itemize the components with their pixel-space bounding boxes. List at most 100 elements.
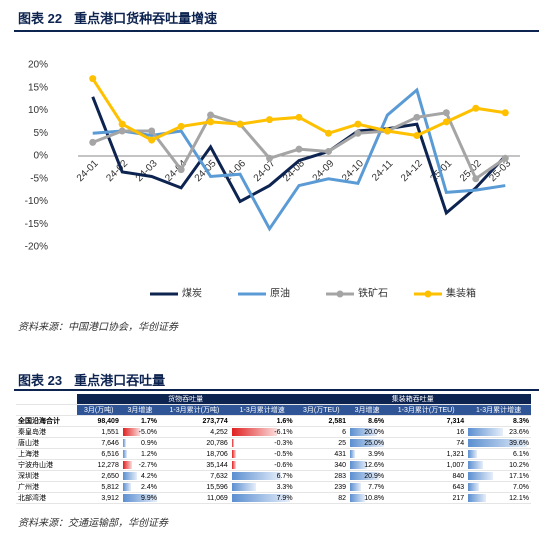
row-name: 上海港 bbox=[16, 448, 77, 460]
data-bar bbox=[122, 472, 138, 480]
row-name: 秦皇岛港 bbox=[16, 426, 77, 438]
table-row: 广州港 5,812 2.4% 15,596 3.3% 239 7.7% 643 7.0% bbox=[16, 481, 531, 493]
cell-text: -5.0% bbox=[138, 428, 157, 436]
cell: 12,278 bbox=[76, 459, 121, 471]
point bbox=[118, 120, 126, 128]
cell: 5,812 bbox=[76, 481, 121, 493]
figure-label: 图表 23 bbox=[18, 373, 63, 388]
cell: 25 bbox=[294, 437, 349, 449]
cell: 7,314 bbox=[386, 415, 467, 427]
cell: 1,007 bbox=[386, 459, 467, 471]
data-bar bbox=[350, 483, 361, 491]
point bbox=[177, 122, 185, 130]
cell: 340 bbox=[294, 459, 349, 471]
cell-text: -2.7% bbox=[138, 461, 157, 469]
data-bar bbox=[350, 439, 385, 447]
cell-text: -0.6% bbox=[274, 461, 293, 469]
source: 资料来源：交通运输部，华创证券 bbox=[18, 518, 168, 529]
cell-text: 3.3% bbox=[276, 483, 293, 491]
data-bar bbox=[231, 461, 237, 469]
x-tick-label: 24-01 bbox=[75, 158, 101, 184]
cell: 7.9% bbox=[229, 492, 295, 504]
data-bar bbox=[122, 428, 141, 436]
figure-title: 图表 22 重点港口货种吞吐量增速 bbox=[18, 8, 229, 27]
y-tick-label: 10% bbox=[28, 105, 48, 116]
cell: 4,252 bbox=[158, 426, 230, 438]
cell: 35,144 bbox=[158, 459, 230, 471]
cell-text: 20.0% bbox=[364, 428, 385, 436]
cell-text: 39.6% bbox=[509, 439, 529, 447]
cell: 7,632 bbox=[158, 470, 230, 482]
cell: 23.6% bbox=[466, 426, 531, 438]
data-bar bbox=[122, 439, 126, 447]
table-row: 宁波舟山港 12,278 -2.7% 35,144 -0.6% 340 12.6% 1,007… bbox=[16, 459, 531, 471]
row-name: 深圳港 bbox=[16, 470, 77, 482]
cell: 8.3% bbox=[466, 415, 531, 427]
cell: 6 bbox=[294, 426, 349, 438]
cell: 20.9% bbox=[348, 470, 387, 482]
legend-label: 集装箱 bbox=[446, 287, 476, 300]
cell: 6.1% bbox=[466, 448, 531, 460]
cell-text: 1.7% bbox=[140, 417, 157, 425]
data-bar bbox=[122, 450, 127, 458]
point bbox=[295, 113, 303, 121]
row-name: 全国沿海合计 bbox=[16, 415, 77, 427]
cell: 74 bbox=[386, 437, 467, 449]
cell-text: -0.3% bbox=[274, 439, 293, 447]
column-header: 1-3月累计(万吨) bbox=[158, 404, 230, 416]
point bbox=[89, 138, 97, 146]
cell: 20.0% bbox=[348, 426, 387, 438]
point bbox=[89, 75, 97, 83]
data-bar bbox=[350, 428, 378, 436]
cell: 0.9% bbox=[120, 437, 159, 449]
point bbox=[472, 175, 480, 183]
column-header: 1-3月累计增速 bbox=[466, 404, 531, 416]
corner bbox=[16, 404, 77, 416]
data-bar bbox=[231, 494, 291, 502]
cell: 6,516 bbox=[76, 448, 121, 460]
figure-name: 重点港口货种吞吐量增速 bbox=[74, 11, 218, 26]
data-bar bbox=[231, 472, 282, 480]
table-row: 深圳港 2,650 4.2% 7,632 6.7% 283 20.9% 840 17.1% bbox=[16, 470, 531, 482]
cell: 7.7% bbox=[348, 481, 387, 493]
point bbox=[207, 118, 215, 126]
y-tick-label: 20% bbox=[28, 60, 48, 71]
cell-text: 7.7% bbox=[368, 483, 385, 491]
data-bar bbox=[231, 450, 236, 458]
title-rule bbox=[14, 30, 539, 32]
cell: -6.1% bbox=[229, 426, 295, 438]
cell-text: 1.6% bbox=[276, 417, 293, 425]
cell-text: -6.1% bbox=[274, 428, 293, 436]
point bbox=[118, 127, 126, 135]
cell: 39.6% bbox=[466, 437, 531, 449]
cell: 3,912 bbox=[76, 492, 121, 504]
cell: 25.0% bbox=[348, 437, 387, 449]
cell: 6.7% bbox=[229, 470, 295, 482]
data-bar bbox=[350, 494, 365, 502]
cell-text: 12.1% bbox=[509, 494, 529, 502]
cell: 273,774 bbox=[158, 415, 230, 427]
y-tick-label: 5% bbox=[34, 128, 49, 139]
legend-label: 煤炭 bbox=[182, 287, 202, 300]
cell: 12.1% bbox=[466, 492, 531, 504]
cell: 2,581 bbox=[294, 415, 349, 427]
data-bar bbox=[468, 472, 494, 480]
cell: 239 bbox=[294, 481, 349, 493]
cell: -5.0% bbox=[120, 426, 159, 438]
cell: 15,596 bbox=[158, 481, 230, 493]
table-row: 上海港 6,516 1.2% 18,706 -0.5% 431 3.9% 1,321 6.1% bbox=[16, 448, 531, 460]
point bbox=[207, 111, 215, 119]
point bbox=[295, 145, 303, 153]
row-name: 北部湾港 bbox=[16, 492, 77, 504]
point bbox=[501, 154, 509, 162]
cell: 20,786 bbox=[158, 437, 230, 449]
y-tick-label: 0% bbox=[34, 151, 49, 162]
group-header: 集装箱吞吐量 bbox=[294, 394, 531, 405]
cell: 10.8% bbox=[348, 492, 387, 504]
point bbox=[383, 127, 391, 135]
cell: 2.4% bbox=[120, 481, 159, 493]
cell: 2,650 bbox=[76, 470, 121, 482]
cell: 3.9% bbox=[348, 448, 387, 460]
data-bar bbox=[122, 483, 132, 491]
